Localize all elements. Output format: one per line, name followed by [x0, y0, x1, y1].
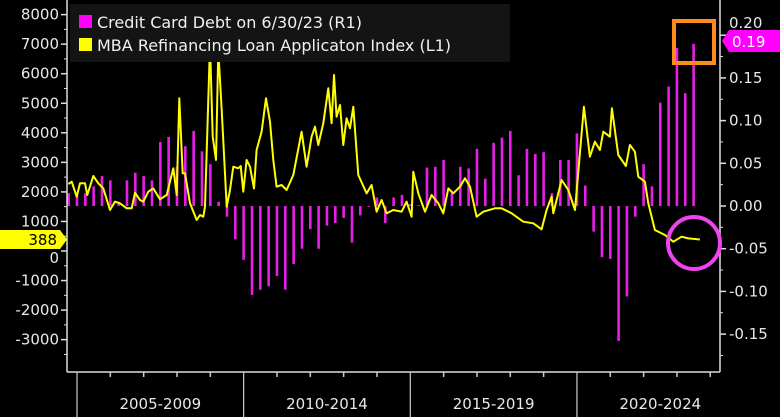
- right-tick-label: 0.05: [729, 154, 762, 172]
- annotation-circle: [666, 215, 722, 271]
- left-tick-label: -2000: [15, 301, 59, 319]
- left-tick-label: -3000: [15, 331, 59, 349]
- left-tick-label: 0: [49, 249, 59, 267]
- axes: 8000 7000 6000 5000 4000 3000 2000 1000 0 -1000 -2…: [15, 0, 768, 417]
- left-tick-label: 7000: [21, 35, 59, 53]
- left-tick-label: 4000: [21, 124, 59, 142]
- x-period-label: 2015-2019: [453, 395, 535, 413]
- left-tick-label: 8000: [21, 6, 59, 24]
- bar-series: [67, 43, 695, 341]
- right-tick-label: 0.20: [729, 14, 762, 32]
- right-tick-label: -0.15: [729, 325, 768, 343]
- left-tick-label: -1000: [15, 272, 59, 290]
- legend-background: [70, 4, 510, 62]
- left-tick-label: 1000: [21, 212, 59, 230]
- left-tick-label: 5000: [21, 94, 59, 112]
- annotation-rectangle: [672, 19, 716, 65]
- right-tag-shape: [722, 30, 780, 52]
- legend-swatch-credit-card: [79, 15, 92, 28]
- right-tag-value: 0.19: [732, 33, 765, 51]
- x-period-label: 2010-2014: [286, 395, 368, 413]
- legend-swatch-mba: [79, 38, 92, 51]
- left-tag-value: 388: [28, 231, 57, 249]
- x-period-label: 2005-2009: [119, 395, 201, 413]
- right-tick-label: -0.10: [729, 282, 768, 300]
- left-tick-label: 6000: [21, 65, 59, 83]
- x-period-label: 2020-2024: [619, 395, 701, 413]
- right-tick-label: 0.15: [729, 69, 762, 87]
- legend-label-credit-card: Credit Card Debt on 6/30/23 (R1): [97, 13, 362, 32]
- mba-line: [67, 43, 700, 243]
- left-last-value-tag: 388: [0, 230, 67, 249]
- right-last-value-tag: 0.19: [722, 30, 780, 52]
- left-tick-label: 3000: [21, 153, 59, 171]
- right-tick-label: 0.00: [729, 197, 762, 215]
- right-tick-label: -0.05: [729, 240, 768, 258]
- annotations: [666, 19, 722, 271]
- legend-label-mba: MBA Refinancing Loan Applicaton Index (L…: [97, 36, 451, 55]
- legend: Credit Card Debt on 6/30/23 (R1) MBA Ref…: [70, 4, 510, 62]
- left-tick-label: 2000: [21, 183, 59, 201]
- right-tick-label: 0.10: [729, 112, 762, 130]
- line-series: [67, 43, 700, 243]
- left-tag-shape: [0, 230, 67, 249]
